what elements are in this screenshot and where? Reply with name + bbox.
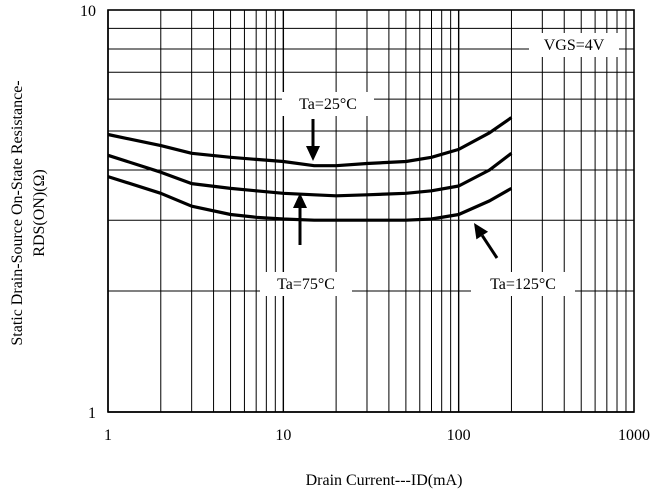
ta75-arrow-icon-head [293, 193, 307, 208]
ta25-arrow-icon [306, 119, 320, 161]
y-tick-label: 10 [80, 3, 96, 20]
series-line-1 [107, 116, 513, 168]
annotations: VGS=4V Ta=25°C Ta=75°C Ta=125°C [260, 33, 619, 296]
vgs-annotation-box [529, 33, 619, 57]
ta75-arrow-icon [293, 193, 307, 245]
x-tick-label: 10 [275, 427, 291, 444]
series-group [107, 116, 513, 222]
tick-labels: 1 10 100 1000 1 10 [80, 3, 650, 444]
series-line-3 [107, 175, 513, 222]
ta75-label: Ta=75°C [277, 276, 335, 293]
ta25-label-box [282, 92, 374, 116]
ta125-arrow-icon-shaft [480, 234, 499, 259]
ta75-label-box [260, 272, 352, 296]
series-line-2 [107, 152, 513, 198]
ta125-label: Ta=125°C [490, 276, 556, 293]
ta125-arrow-icon [474, 223, 499, 259]
ta125-arrow-icon-head [474, 223, 489, 240]
x-tick-label: 100 [447, 427, 471, 444]
vgs-annotation: VGS=4V [544, 37, 605, 54]
annotation-arrows [293, 119, 499, 259]
grid [107, 10, 634, 413]
y-axis-title-line1: Static Drain-Source On-State Resistance- [9, 80, 26, 345]
x-tick-label: 1000 [618, 427, 650, 444]
ta25-arrow-icon-head [306, 146, 320, 161]
plot-frame [107, 9, 635, 413]
y-axis-title-line2: RDS(ON)(Ω) [31, 169, 48, 256]
x-tick-label: 1 [104, 427, 112, 444]
x-axis-title: Drain Current---ID(mA) [306, 472, 463, 489]
y-tick-label: 1 [88, 405, 96, 422]
ta125-label-box [471, 272, 575, 296]
ta25-label: Ta=25°C [299, 96, 357, 113]
